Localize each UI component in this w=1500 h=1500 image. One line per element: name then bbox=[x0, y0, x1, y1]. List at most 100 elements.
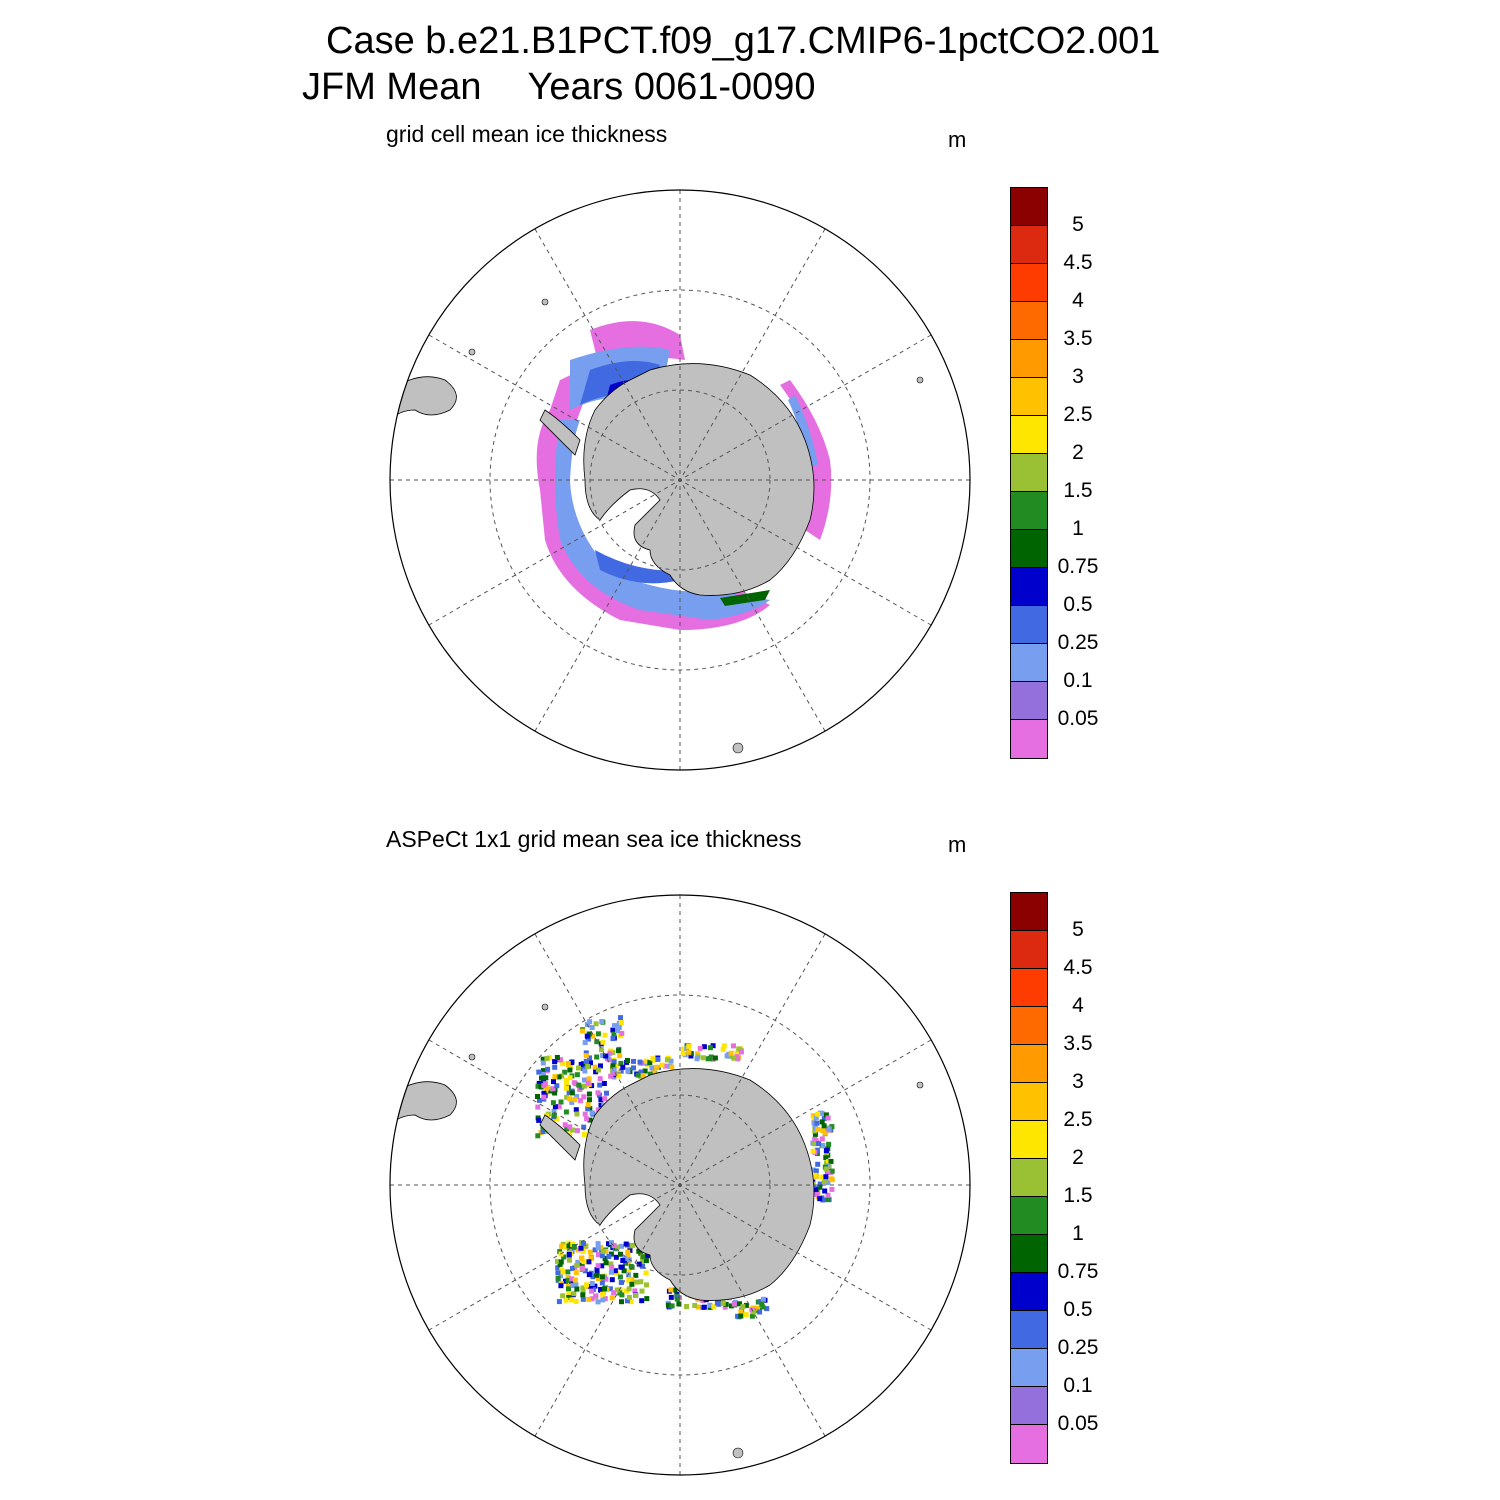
obs-pixel bbox=[583, 1058, 589, 1064]
colorbar-swatch bbox=[1010, 1158, 1048, 1197]
obs-pixel bbox=[565, 1275, 571, 1281]
obs-pixel bbox=[722, 1304, 728, 1310]
obs-pixel bbox=[602, 1256, 608, 1261]
colorbar-swatch bbox=[1010, 491, 1048, 530]
obs-pixel bbox=[826, 1126, 832, 1132]
obs-pixel bbox=[598, 1097, 604, 1103]
obs-pixel bbox=[584, 1282, 589, 1288]
obs-pixel bbox=[551, 1112, 557, 1118]
obs-pixel bbox=[535, 1133, 541, 1139]
obs-pixel bbox=[619, 1030, 625, 1036]
obs-pixel bbox=[676, 1301, 682, 1307]
obs-pixel bbox=[618, 1251, 623, 1257]
obs-pixel bbox=[628, 1263, 634, 1269]
obs-map bbox=[389, 894, 971, 1476]
obs-pixel bbox=[542, 1081, 548, 1087]
obs-pixel bbox=[579, 1262, 585, 1268]
obs-pixel bbox=[606, 1254, 612, 1259]
obs-pixel bbox=[813, 1115, 819, 1121]
colorbar-swatch bbox=[1010, 301, 1048, 340]
obs-pixel bbox=[589, 1296, 595, 1302]
obs-pixel bbox=[631, 1065, 636, 1071]
obs-pixel bbox=[589, 1025, 595, 1030]
obs-pixel bbox=[579, 1084, 585, 1090]
colorbar-tick-label: 0.5 bbox=[1063, 1298, 1093, 1321]
obs-pixel bbox=[558, 1273, 563, 1279]
colorbar-swatch bbox=[1010, 263, 1048, 302]
colorbar-tick-label: 3 bbox=[1072, 365, 1084, 388]
obs-pixel bbox=[558, 1099, 564, 1105]
obs-pixel bbox=[621, 1268, 627, 1274]
obs-pixel bbox=[610, 1070, 616, 1076]
island bbox=[916, 376, 924, 384]
colorbar-swatch bbox=[1010, 1386, 1048, 1425]
colorbar-swatch bbox=[1010, 1082, 1048, 1121]
obs-pixel bbox=[595, 1263, 601, 1269]
obs-pixel bbox=[825, 1115, 831, 1121]
obs-pixel bbox=[593, 1069, 599, 1075]
colorbar-tick-label: 3.5 bbox=[1063, 327, 1093, 350]
obs-pixel bbox=[631, 1058, 636, 1064]
obs-pixel bbox=[821, 1123, 827, 1129]
obs-pixel bbox=[705, 1056, 711, 1062]
obs-pixel bbox=[574, 1262, 580, 1268]
obs-pixel bbox=[600, 1248, 606, 1254]
obs-pixel bbox=[662, 1063, 668, 1069]
obs-pixel bbox=[647, 1071, 653, 1077]
obs-pixel bbox=[640, 1073, 646, 1079]
obs-pixel bbox=[633, 1293, 639, 1298]
obs-pixel bbox=[697, 1045, 703, 1051]
obs-pixel bbox=[552, 1104, 558, 1110]
obs-pixel bbox=[552, 1064, 558, 1070]
obs-pixel bbox=[555, 1258, 560, 1264]
colorbar-swatch bbox=[1010, 930, 1048, 969]
obs-pixel bbox=[724, 1053, 730, 1059]
obs-pixel bbox=[607, 1050, 613, 1056]
obs-pixel bbox=[571, 1244, 577, 1249]
obs-pixel bbox=[595, 1090, 601, 1096]
obs-pixel bbox=[624, 1288, 629, 1294]
obs-pixel bbox=[815, 1151, 820, 1156]
obs-pixel bbox=[814, 1147, 820, 1153]
obs-pixel bbox=[594, 1039, 600, 1045]
colorbar-swatch bbox=[1010, 719, 1048, 759]
obs-pixel bbox=[617, 1053, 623, 1059]
obs-pixel bbox=[674, 1296, 680, 1302]
obs-pixel bbox=[565, 1283, 571, 1289]
obs-pixel bbox=[598, 1063, 603, 1069]
obs-pixel bbox=[625, 1249, 631, 1255]
colorbar-tick-label: 0.25 bbox=[1057, 631, 1099, 654]
obs-pixel bbox=[572, 1277, 578, 1283]
obs-pixel bbox=[669, 1303, 675, 1309]
obs-pixel bbox=[574, 1072, 580, 1078]
map-graticule bbox=[390, 895, 970, 1475]
obs-pixel bbox=[600, 1297, 606, 1303]
map-border bbox=[389, 189, 971, 771]
obs-pixel bbox=[720, 1301, 726, 1306]
obs-pixel bbox=[618, 1264, 624, 1270]
obs-pixel bbox=[586, 1076, 592, 1082]
colorbar-swatch bbox=[1010, 1310, 1048, 1349]
obs-pixel bbox=[659, 1062, 665, 1068]
obs-pixel bbox=[558, 1259, 564, 1265]
colorbar-swatch bbox=[1010, 339, 1048, 378]
obs-pixel bbox=[823, 1148, 829, 1154]
obs-pixel bbox=[611, 1290, 617, 1296]
obs-pixel bbox=[594, 1054, 600, 1060]
obs-pixel bbox=[681, 1046, 687, 1052]
obs-pixel bbox=[535, 1104, 541, 1110]
obs-pixel bbox=[590, 1033, 595, 1039]
colorbar-swatch bbox=[1010, 1044, 1048, 1083]
obs-pixel bbox=[623, 1241, 629, 1247]
island bbox=[468, 348, 476, 356]
obs-pixel bbox=[815, 1161, 821, 1167]
obs-pixel bbox=[625, 1068, 631, 1074]
obs-pixel bbox=[825, 1180, 831, 1185]
obs-pixel bbox=[607, 1286, 613, 1292]
obs-pixel bbox=[638, 1279, 644, 1285]
obs-pixel bbox=[569, 1090, 575, 1096]
obs-pixel bbox=[587, 1117, 593, 1123]
colorbar-swatch bbox=[1010, 567, 1048, 606]
colorbar-tick-label: 1 bbox=[1072, 517, 1084, 540]
colorbar-swatch bbox=[1010, 529, 1048, 568]
